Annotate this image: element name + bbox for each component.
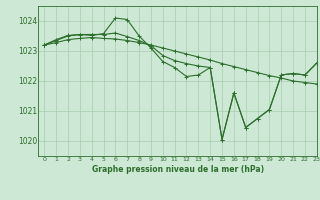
X-axis label: Graphe pression niveau de la mer (hPa): Graphe pression niveau de la mer (hPa) bbox=[92, 165, 264, 174]
